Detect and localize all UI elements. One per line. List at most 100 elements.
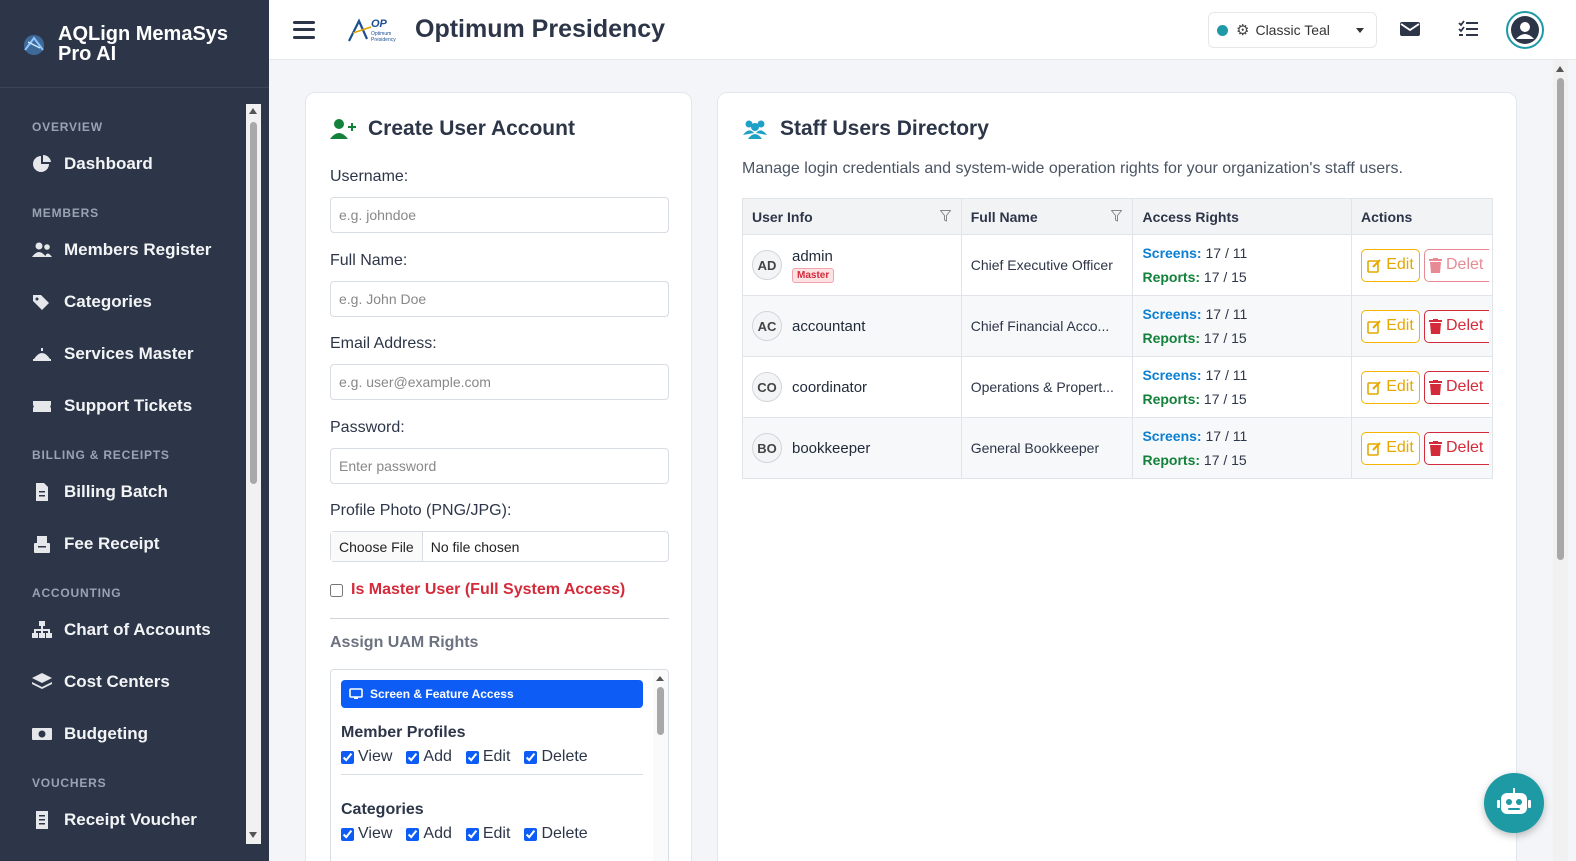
user-circle-icon xyxy=(1511,16,1539,44)
pie-chart-icon xyxy=(32,155,64,173)
sidebar-item-label: Dashboard xyxy=(64,154,153,173)
actions-cell: Edit Delet xyxy=(1351,295,1493,357)
edit-button[interactable]: Edit xyxy=(1361,248,1420,282)
trash-icon xyxy=(1429,440,1442,456)
actions-cell: Edit Delet xyxy=(1351,356,1493,418)
choose-file-button[interactable]: Choose File xyxy=(331,532,423,561)
perm-option-delete[interactable]: Delete xyxy=(524,825,588,843)
avatar: AC xyxy=(752,311,782,341)
edit-icon xyxy=(1367,258,1381,273)
edit-button[interactable]: Edit xyxy=(1361,431,1420,465)
top-bar: OP Optimum Presidency Optimum Presidency… xyxy=(269,0,1576,60)
sidebar-item-services-master[interactable]: Services Master xyxy=(0,328,246,380)
svg-text:Optimum: Optimum xyxy=(371,31,391,37)
uam-rights-panel: Screen & Feature Access Member Profiles V… xyxy=(330,669,669,861)
perm-option-label: Add xyxy=(423,748,452,765)
tasks-icon[interactable] xyxy=(1457,18,1479,40)
app-title: Optimum Presidency xyxy=(415,15,666,43)
edit-button[interactable]: Edit xyxy=(1361,309,1420,343)
sidebar-item-billing-batch[interactable]: Billing Batch xyxy=(0,466,246,518)
perm-option-edit[interactable]: Edit xyxy=(465,825,510,843)
page-scrollbar[interactable] xyxy=(1553,60,1568,861)
profile-photo-input[interactable]: Choose File No file chosen xyxy=(330,531,669,562)
email-input[interactable] xyxy=(330,364,669,400)
mail-icon[interactable] xyxy=(1399,18,1421,40)
filter-icon[interactable] xyxy=(1111,210,1123,222)
file-status: No file chosen xyxy=(430,538,520,555)
perm-option-edit[interactable]: Edit xyxy=(465,748,510,766)
sidebar-scrollbar[interactable] xyxy=(246,104,261,844)
create-user-title: Create User Account xyxy=(330,117,575,141)
gear-icon: ⚙ xyxy=(1236,22,1250,39)
sidebar-section-title: BILLING & RECEIPTS xyxy=(32,448,170,462)
table-row: AC accountant Chief Financial Acco... Sc… xyxy=(742,295,1493,357)
user-info-cell: AD admin Master xyxy=(742,234,962,296)
perm-checkbox[interactable] xyxy=(524,827,538,841)
username: bookkeeper xyxy=(792,439,871,457)
uam-scrollbar[interactable] xyxy=(653,670,668,861)
perm-group: Member Profiles View Add Edit Delete xyxy=(341,724,643,775)
email-label: Email Address: xyxy=(330,335,437,352)
sidebar-item-members-register[interactable]: Members Register xyxy=(0,224,246,276)
layers-icon xyxy=(32,673,64,691)
edit-button[interactable]: Edit xyxy=(1361,370,1420,404)
sidebar-item-budgeting[interactable]: Budgeting xyxy=(0,708,246,760)
sidebar-nav: OVERVIEW Dashboard MEMBERS Members Register… xyxy=(0,104,246,844)
sidebar-item-support-tickets[interactable]: Support Tickets xyxy=(0,380,246,432)
perm-checkbox[interactable] xyxy=(341,827,354,841)
sidebar-item-chart-of-accounts[interactable]: Chart of Accounts xyxy=(0,604,246,656)
chatbot-button[interactable] xyxy=(1484,773,1544,833)
perm-option-delete[interactable]: Delete xyxy=(524,748,588,766)
sidebar-item-fee-receipt[interactable]: Fee Receipt xyxy=(0,518,246,570)
perm-option-view[interactable]: View xyxy=(341,825,392,843)
sidebar-item-label: Cost Centers xyxy=(64,672,170,691)
delete-button[interactable]: Delet xyxy=(1424,370,1489,404)
brand[interactable]: AQLign MemaSys Pro AI xyxy=(0,0,269,88)
service-icon xyxy=(32,345,64,363)
full-name-cell: General Bookkeeper xyxy=(960,417,1134,479)
fullname-input[interactable] xyxy=(330,281,669,317)
tags-icon xyxy=(32,293,64,311)
svg-text:OP: OP xyxy=(371,18,388,30)
perm-option-add[interactable]: Add xyxy=(406,748,452,766)
menu-toggle-icon[interactable] xyxy=(293,20,315,39)
delete-button[interactable]: Delet xyxy=(1424,309,1489,343)
master-user-row: Is Master User (Full System Access) xyxy=(330,581,625,599)
password-input[interactable] xyxy=(330,448,669,484)
avatar: CO xyxy=(752,372,782,402)
perm-option-add[interactable]: Add xyxy=(406,825,452,843)
col-header-full-name[interactable]: Full Name xyxy=(960,198,1134,235)
create-user-card: Create User Account Username: Full Name:… xyxy=(305,92,692,861)
user-avatar-button[interactable] xyxy=(1506,11,1544,49)
edit-icon xyxy=(1367,380,1381,395)
theme-selector[interactable]: ⚙ Classic Teal xyxy=(1208,12,1377,48)
sidebar-item-receipt-voucher[interactable]: Receipt Voucher xyxy=(0,794,246,844)
edit-icon xyxy=(1367,441,1381,456)
avatar: BO xyxy=(752,433,782,463)
username-input[interactable] xyxy=(330,197,669,233)
perm-checkbox[interactable] xyxy=(341,750,354,764)
perm-checkbox[interactable] xyxy=(465,750,479,764)
perm-group-title: Categories xyxy=(341,801,424,818)
staff-directory-card: Staff Users Directory Manage login crede… xyxy=(717,92,1517,861)
avatar: AD xyxy=(752,250,782,280)
perm-group: Categories View Add Edit Delete xyxy=(341,801,643,843)
sidebar-section-title: MEMBERS xyxy=(32,206,99,220)
sidebar-item-cost-centers[interactable]: Cost Centers xyxy=(0,656,246,708)
perm-option-view[interactable]: View xyxy=(341,748,392,766)
sidebar-item-dashboard[interactable]: Dashboard xyxy=(0,138,246,190)
edit-icon xyxy=(1367,319,1381,334)
master-user-checkbox[interactable] xyxy=(330,583,343,597)
delete-button[interactable]: Delet xyxy=(1424,431,1489,465)
perm-checkbox[interactable] xyxy=(406,827,420,841)
perm-checkbox[interactable] xyxy=(524,750,538,764)
master-user-label[interactable]: Is Master User (Full System Access) xyxy=(351,581,626,598)
perm-checkbox[interactable] xyxy=(465,827,479,841)
filter-icon[interactable] xyxy=(939,210,951,222)
trash-icon xyxy=(1429,318,1442,334)
sidebar-item-categories[interactable]: Categories xyxy=(0,276,246,328)
perm-option-label: View xyxy=(358,825,393,842)
delete-button[interactable]: Delet xyxy=(1424,248,1489,282)
col-header-user-info[interactable]: User Info xyxy=(742,198,962,235)
perm-checkbox[interactable] xyxy=(406,750,420,764)
